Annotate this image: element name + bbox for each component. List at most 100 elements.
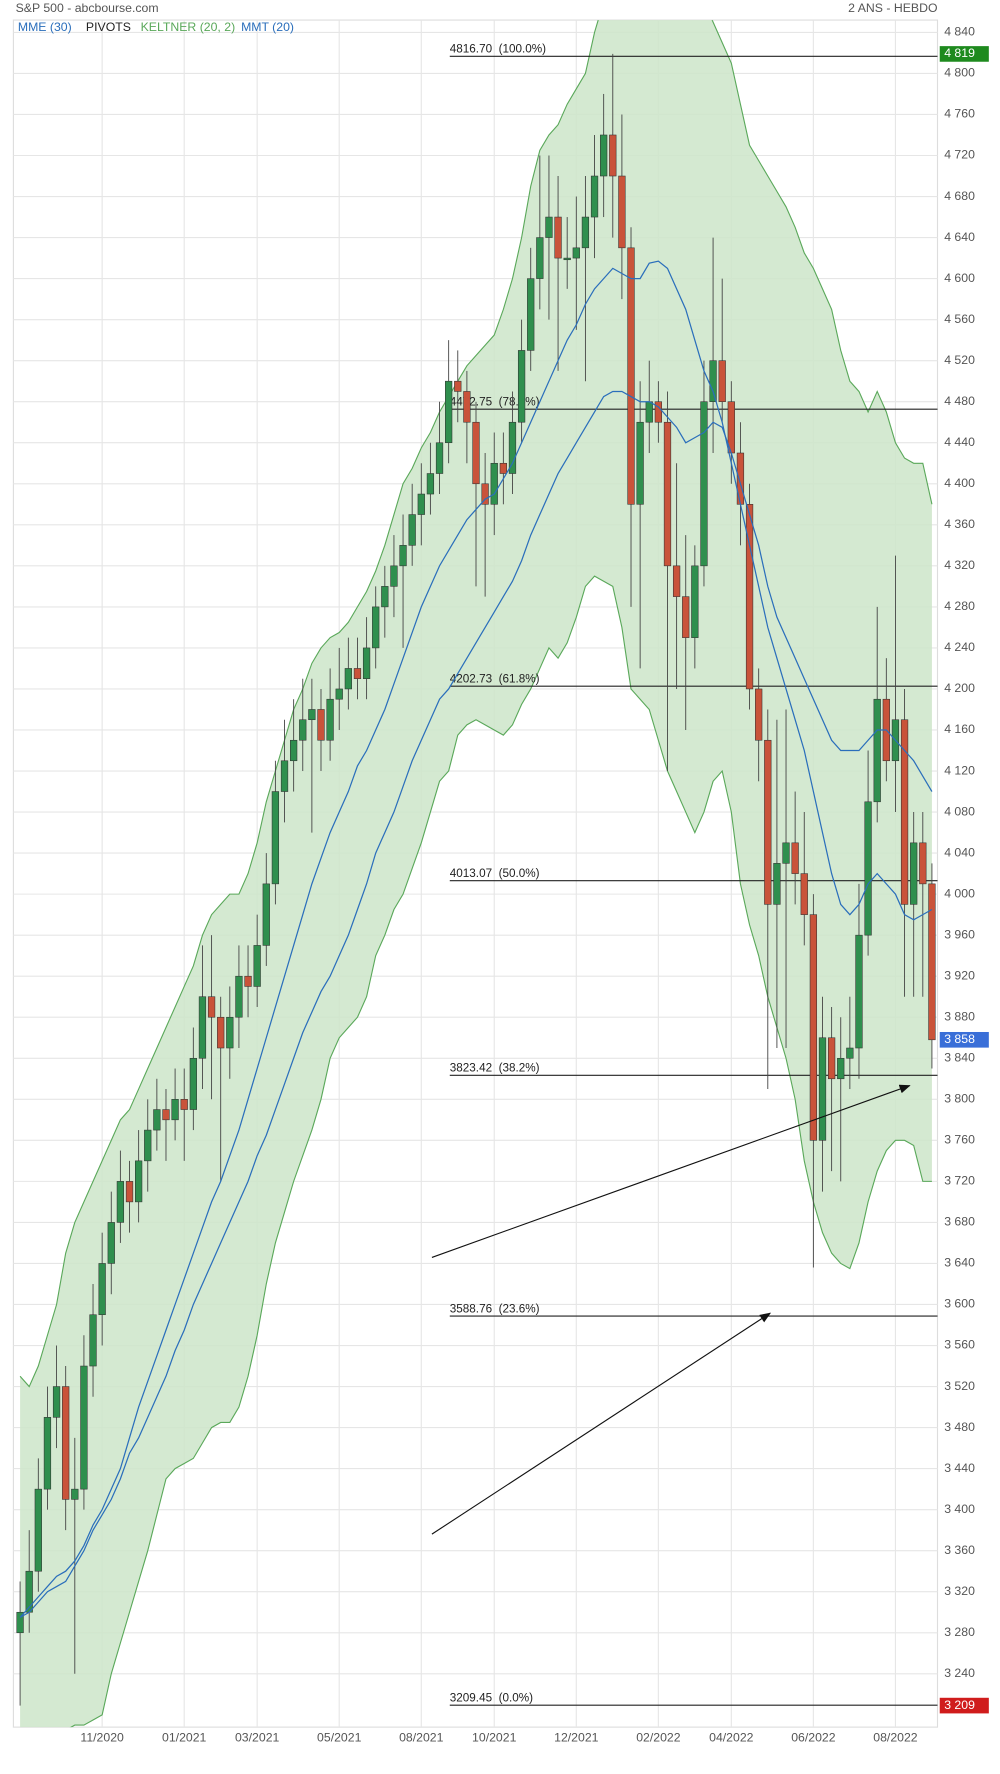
candle-body — [235, 975, 243, 1018]
moving-average-line — [19, 260, 933, 1618]
x-tick-label: 02/2022 — [636, 1731, 681, 1745]
candle-body — [900, 719, 909, 905]
candle-body — [399, 545, 407, 567]
y-tick-label: 4 440 — [944, 435, 975, 449]
price-tag — [939, 1697, 989, 1714]
x-tick-label: 12/2021 — [554, 1731, 599, 1745]
y-tick-label: 4 000 — [944, 886, 975, 900]
y-tick-label: 4 120 — [944, 763, 975, 777]
candle-body — [745, 504, 754, 690]
candle-body — [372, 606, 380, 649]
y-tick-label: 4 800 — [944, 66, 975, 80]
candle-body — [536, 237, 544, 279]
candle-body — [691, 565, 699, 638]
y-tick-label: 4 560 — [944, 312, 975, 326]
candle-body — [508, 421, 517, 474]
x-tick-label: 03/2021 — [235, 1731, 280, 1745]
candle-body — [89, 1314, 97, 1367]
x-tick-label: 11/2020 — [80, 1731, 124, 1745]
candle-body — [16, 1611, 24, 1634]
candle-body — [463, 391, 471, 423]
candle-body — [353, 668, 362, 679]
candle-body — [189, 1057, 197, 1110]
candle-body — [207, 996, 216, 1018]
y-tick-label: 4 280 — [944, 599, 975, 613]
candle-body — [846, 1047, 854, 1059]
candle-body — [855, 934, 863, 1049]
price-tag — [939, 46, 989, 62]
candle-layer — [16, 53, 936, 1706]
y-tick-label: 4 160 — [944, 722, 975, 736]
chart-title: S&P 500 - abcbourse.com — [16, 1, 159, 15]
candle-body — [317, 709, 325, 741]
pivot-label: 4472.75 (78.6%) — [450, 396, 540, 409]
candle-body — [390, 565, 398, 587]
y-tick-label: 4 400 — [944, 476, 975, 490]
candle-body — [445, 380, 453, 444]
pivot-layer: 4816.70 (100.0%) 4472.75 (78.6%) 4202.73 (… — [449, 43, 938, 1706]
y-tick-label: 3 400 — [944, 1502, 975, 1516]
candle-body — [171, 1099, 179, 1121]
candle-body — [481, 483, 489, 505]
candle-body — [262, 883, 270, 946]
candle-body — [609, 134, 617, 177]
y-tick-label: 4 040 — [944, 845, 975, 859]
y-tick-label: 4 240 — [944, 640, 975, 654]
candle-body — [910, 842, 918, 905]
pivot-label: 3588.76 (23.6%) — [450, 1302, 540, 1315]
y-tick-label: 4 600 — [944, 271, 975, 285]
candle-body — [554, 216, 562, 259]
price-tag — [939, 1031, 989, 1048]
y-tick-label: 3 640 — [944, 1256, 975, 1270]
y-tick-label: 3 600 — [944, 1297, 975, 1311]
legend-entry: MME (30) — [18, 20, 72, 34]
y-tick-label: 3 320 — [944, 1584, 975, 1598]
y-tick-label: 3 840 — [944, 1051, 975, 1065]
candle-body — [226, 1016, 234, 1049]
candle-body — [563, 257, 571, 261]
y-tick-label: 4 680 — [944, 189, 975, 203]
x-tick-label: 01/2021 — [162, 1731, 207, 1745]
candle-body — [454, 380, 462, 392]
chart-subtitle: 2 ANS - HEBDO — [848, 1, 937, 15]
candle-body — [426, 473, 435, 495]
candle-body — [764, 739, 772, 905]
y-tick-label: 3 680 — [944, 1215, 975, 1229]
legend-entry: KELTNER (20, 2) — [141, 20, 236, 34]
annotation-arrow — [431, 1084, 911, 1258]
y-tick-label: 4 360 — [944, 517, 975, 531]
candle-body — [928, 883, 936, 1041]
candle-body — [873, 698, 881, 803]
y-tick-label: 3 960 — [944, 927, 975, 941]
pivot-label: 3209.45 (0.0%) — [450, 1692, 533, 1705]
candle-body — [800, 873, 808, 915]
candle-body — [107, 1222, 115, 1264]
y-tick-label: 3 440 — [944, 1461, 975, 1475]
x-tick-label: 04/2022 — [709, 1731, 754, 1745]
candle-body — [408, 514, 416, 546]
candle-body — [755, 688, 763, 741]
candle-body — [180, 1099, 188, 1110]
candle-body — [700, 401, 708, 567]
candle-body — [162, 1109, 170, 1121]
price-tag-label: 4 819 — [944, 46, 975, 60]
x-tick-label: 08/2021 — [399, 1731, 444, 1745]
y-tick-label: 3 920 — [944, 968, 975, 982]
candle-body — [153, 1109, 161, 1131]
candle-body — [527, 278, 535, 351]
candle-body — [253, 945, 261, 987]
y-tick-label: 3 360 — [944, 1543, 975, 1557]
price-tag-label: 3 858 — [944, 1032, 975, 1046]
candle-body — [98, 1263, 106, 1316]
candle-body — [335, 688, 343, 700]
candle-body — [645, 401, 653, 423]
candle-body — [472, 421, 480, 485]
candle-body — [52, 1386, 61, 1418]
candle-body — [490, 462, 498, 505]
candle-body — [198, 996, 207, 1059]
y-tick-label: 4 520 — [944, 353, 975, 367]
candle-body — [827, 1037, 836, 1080]
candle-body — [80, 1365, 88, 1490]
moving-average-line — [19, 390, 933, 1618]
